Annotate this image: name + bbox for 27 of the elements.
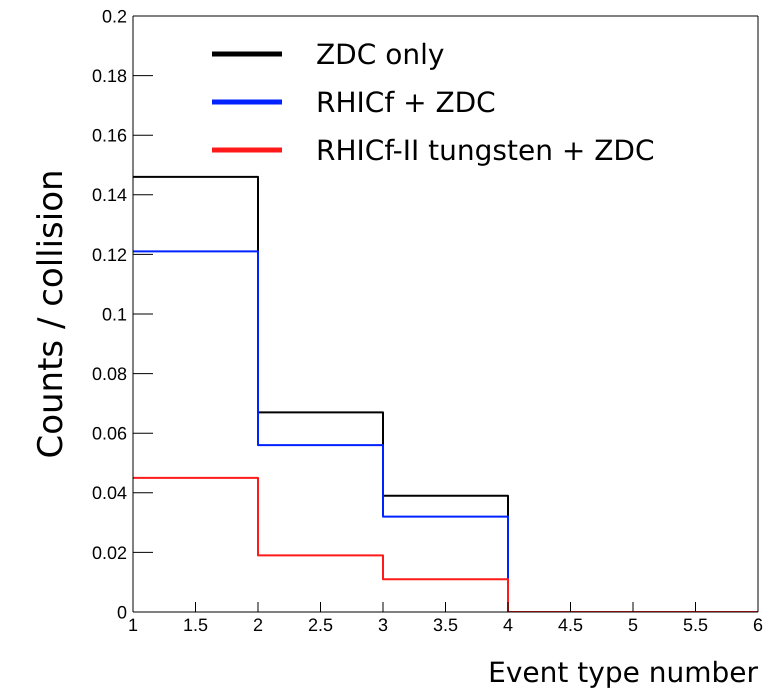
y-tick-label: 0.02 <box>92 542 127 563</box>
y-tick-label: 0.2 <box>102 6 127 26</box>
y-tick-label: 0.08 <box>92 364 127 384</box>
x-tick-label: 1 <box>128 614 138 635</box>
x-tick-label: 3 <box>378 614 388 635</box>
x-tick-label: 3.5 <box>432 614 458 635</box>
x-tick-label: 5.5 <box>682 614 708 635</box>
x-tick-label: 5 <box>628 614 638 635</box>
legend-label: RHICf-II tungsten + ZDC <box>316 134 655 166</box>
legend-label: ZDC only <box>316 38 444 70</box>
y-tick-label: 0.14 <box>92 185 127 206</box>
x-tick-label: 2.5 <box>308 614 334 635</box>
x-tick-label: 2 <box>252 614 264 635</box>
y-tick-label: 0.18 <box>92 66 127 86</box>
x-axis-title: Event type number <box>488 656 758 689</box>
x-tick-label: 4.5 <box>558 614 584 635</box>
y-tick-label: 0.04 <box>92 483 127 504</box>
x-tick-label: 4 <box>502 614 514 635</box>
y-tick-label: 0.06 <box>92 424 127 444</box>
y-axis-title: Counts / collision <box>31 169 72 459</box>
y-tick-label: 0.12 <box>92 244 127 265</box>
y-tick-label: 0.1 <box>102 304 127 324</box>
x-tick-label: 1.5 <box>182 614 208 635</box>
y-tick-label: 0.16 <box>92 126 127 146</box>
legend-label: RHICf + ZDC <box>316 86 496 118</box>
x-tick-label: 6 <box>752 614 764 635</box>
y-tick-label: 0 <box>116 602 127 622</box>
